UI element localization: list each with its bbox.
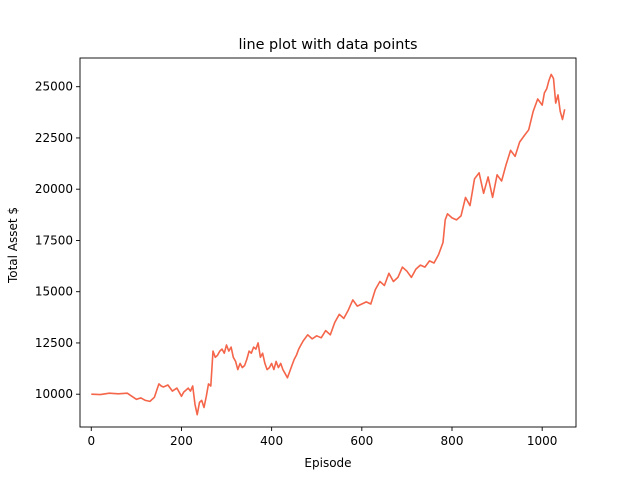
x-tick-label: 0 — [87, 434, 95, 448]
y-tick-label: 25000 — [35, 80, 73, 94]
y-axis-title: Total Asset $ — [6, 207, 20, 284]
x-tick-label: 200 — [170, 434, 193, 448]
y-tick-label: 12500 — [35, 336, 73, 350]
y-tick-label: 22500 — [35, 131, 73, 145]
axes-frame — [79, 57, 577, 428]
x-axis: 0 200 400 600 800 1000 — [87, 427, 557, 448]
y-tick-label: 10000 — [35, 387, 73, 401]
x-tick-label: 600 — [350, 434, 373, 448]
x-tick-label: 1000 — [527, 434, 558, 448]
plot-area — [79, 57, 577, 428]
x-axis-title: Episode — [304, 456, 351, 470]
x-tick-label: 400 — [260, 434, 283, 448]
y-tick-label: 17500 — [35, 233, 73, 247]
y-tick-label: 20000 — [35, 182, 73, 196]
chart-title: line plot with data points — [239, 37, 418, 53]
y-tick-label: 15000 — [35, 285, 73, 299]
y-axis: 10000 12500 15000 17500 20000 22500 25000 — [35, 80, 80, 401]
series-line — [91, 73, 566, 416]
x-tick-label: 800 — [441, 434, 464, 448]
